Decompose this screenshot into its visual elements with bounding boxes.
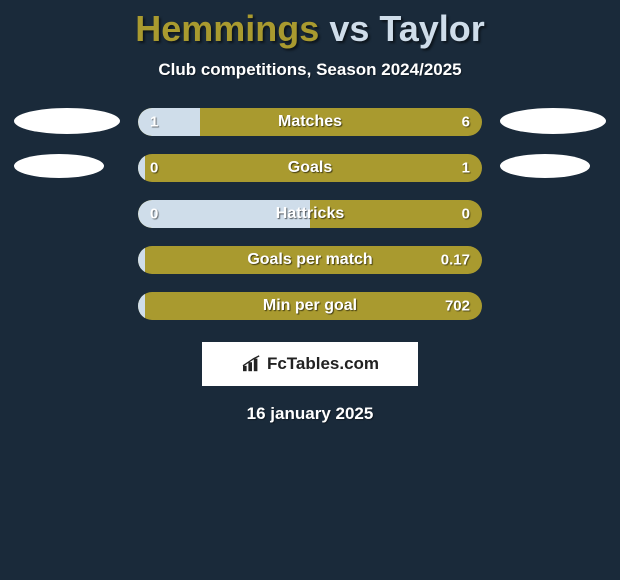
title-vs: vs xyxy=(329,8,369,49)
comparison-chart: 1 Matches 6 0 Goals 1 0 Hattricks 0 Goals per mat… xyxy=(0,108,620,320)
brand-attribution[interactable]: FcTables.com xyxy=(202,342,418,386)
stat-left-value: 1 xyxy=(150,114,158,131)
stat-row: 0 Hattricks 0 xyxy=(138,200,482,228)
subtitle: Club competitions, Season 2024/2025 xyxy=(0,60,620,80)
stat-left-value: 0 xyxy=(150,160,158,177)
stat-right-value: 702 xyxy=(445,298,470,315)
stat-row-left-fill xyxy=(138,108,200,136)
page-title: Hemmings vs Taylor xyxy=(0,8,620,50)
stat-right-value: 0 xyxy=(462,206,470,223)
stat-label: Matches xyxy=(278,113,342,131)
stat-row-left-fill xyxy=(138,246,145,274)
stat-row: 1 Matches 6 xyxy=(138,108,482,136)
player1-badge-1 xyxy=(14,108,120,134)
brand-text: FcTables.com xyxy=(267,354,379,374)
left-badges-column xyxy=(14,108,120,178)
stat-label: Goals xyxy=(288,159,332,177)
stat-row-left-fill xyxy=(138,292,145,320)
stat-right-value: 1 xyxy=(462,160,470,177)
stat-row: 0 Goals 1 xyxy=(138,154,482,182)
stat-label: Hattricks xyxy=(276,205,344,223)
stat-left-value: 0 xyxy=(150,206,158,223)
stat-right-value: 6 xyxy=(462,114,470,131)
stat-label: Min per goal xyxy=(263,297,357,315)
footer-date: 16 january 2025 xyxy=(0,404,620,424)
bar-chart-icon xyxy=(241,355,263,373)
stat-row: Goals per match 0.17 xyxy=(138,246,482,274)
stat-row-left-fill xyxy=(138,154,145,182)
player2-badge-2 xyxy=(500,154,590,178)
stat-right-value: 0.17 xyxy=(441,252,470,269)
stat-label: Goals per match xyxy=(247,251,372,269)
bars-column: 1 Matches 6 0 Goals 1 0 Hattricks 0 Goals per mat… xyxy=(138,108,482,320)
player2-badge-1 xyxy=(500,108,606,134)
player1-badge-2 xyxy=(14,154,104,178)
comparison-widget: Hemmings vs Taylor Club competitions, Se… xyxy=(0,0,620,424)
title-player2: Taylor xyxy=(379,8,484,49)
stat-row: Min per goal 702 xyxy=(138,292,482,320)
title-player1: Hemmings xyxy=(135,8,319,49)
right-badges-column xyxy=(500,108,606,178)
